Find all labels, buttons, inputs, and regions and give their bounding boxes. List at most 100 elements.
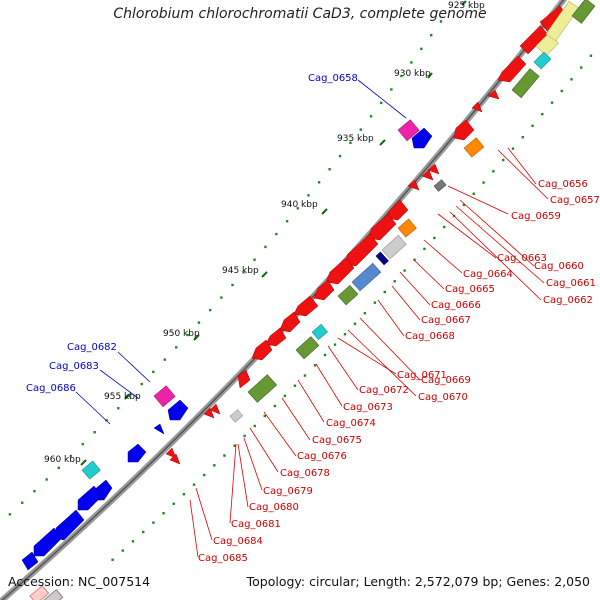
gc-dot	[328, 168, 331, 171]
gc-dot	[303, 374, 307, 377]
gc-dot	[197, 321, 201, 324]
gene-label[interactable]: Cag_0658	[308, 73, 358, 84]
gc-dot	[172, 502, 175, 505]
gene-label[interactable]: Cag_0659	[511, 211, 561, 222]
gene-label[interactable]: Cag_0666	[431, 300, 481, 311]
genome-summary-text: Topology: circular; Length: 2,572,079 bp…	[246, 574, 590, 589]
gc-dot	[293, 384, 297, 387]
gene-label[interactable]: Cag_0663	[497, 253, 547, 264]
gc-dot	[363, 312, 367, 315]
gene-label[interactable]: Cag_0662	[543, 295, 593, 306]
gc-dot	[433, 236, 436, 240]
gc-dot	[313, 364, 317, 367]
reverse-strand-genes	[165, 5, 567, 465]
gc-dot	[580, 66, 583, 69]
gc-dot	[253, 258, 256, 261]
gc-dot	[410, 61, 413, 64]
other-features	[81, 0, 596, 480]
gc-dot	[323, 353, 327, 357]
kbp-tick-label: 935 kbp	[337, 134, 374, 144]
gc-dot	[121, 549, 124, 552]
gc-dot	[393, 280, 396, 283]
kbp-tick-label: 940 kbp	[281, 200, 318, 210]
gene-label[interactable]: Cag_0667	[421, 315, 471, 326]
gene-label[interactable]: Cag_0656	[538, 179, 588, 190]
gene-label[interactable]: Cag_0680	[249, 502, 299, 513]
gc-dot	[482, 181, 485, 184]
gc-dot	[203, 473, 206, 477]
gc-dot	[390, 88, 393, 91]
gc-dot	[413, 258, 416, 261]
gene-label[interactable]: Cag_0678	[280, 468, 330, 479]
feature-block	[229, 409, 244, 423]
gene-label[interactable]: Cag_0673	[343, 402, 393, 413]
gene-arrow	[427, 163, 440, 175]
gene-arrow	[343, 233, 379, 267]
gc-dot	[140, 382, 143, 386]
gene-label[interactable]: Cag_0668	[405, 331, 455, 342]
gene-label[interactable]: Cag_0684	[213, 536, 263, 547]
feature-block	[397, 218, 417, 238]
gc-dot	[33, 489, 36, 493]
gene-label[interactable]: Cag_0675	[312, 435, 362, 446]
gene-arrow	[411, 127, 433, 149]
gc-dot	[307, 194, 310, 197]
gene-label[interactable]: Cag_0674	[326, 418, 376, 429]
gc-dot	[492, 170, 495, 173]
feature-block	[351, 262, 382, 292]
feature-block	[43, 589, 64, 600]
gc-dot	[439, 20, 443, 23]
gc-dot	[541, 113, 544, 116]
gene-arrow	[453, 119, 475, 141]
gene-label[interactable]: Cag_0686	[26, 383, 76, 394]
gc-dot	[175, 346, 178, 349]
kbp-tick-label: 945 kbp	[222, 266, 259, 276]
gene-label[interactable]: Cag_0682	[67, 342, 117, 353]
gc-dot	[242, 271, 245, 274]
gc-dot	[343, 333, 347, 336]
gc-dot	[186, 333, 189, 337]
kbp-tick-label: 930 kbp	[394, 69, 431, 79]
gc-dot	[380, 101, 383, 105]
gc-dot	[285, 220, 289, 223]
gene-label[interactable]: Cag_0672	[359, 385, 409, 396]
gc-dot	[420, 47, 423, 51]
gene-label[interactable]: Cag_0681	[231, 519, 281, 530]
gc-dot	[162, 512, 165, 515]
gene-arrow	[165, 447, 177, 459]
gene-arrow	[251, 339, 273, 361]
gene-label[interactable]: Cag_0683	[49, 361, 99, 372]
gene-label[interactable]: Cag_0670	[418, 392, 468, 403]
gc-dot	[338, 154, 342, 158]
gc-dot	[443, 225, 446, 229]
gc-dot	[21, 501, 24, 504]
gene-arrow	[421, 169, 434, 181]
gene-label[interactable]: Cag_0679	[263, 486, 313, 497]
feature-block	[311, 323, 328, 341]
gene-label[interactable]: Cag_0669	[421, 375, 471, 386]
gc-dot	[69, 454, 72, 458]
gene-label[interactable]: Cag_0660	[534, 261, 584, 272]
gc-dot	[403, 269, 406, 272]
gene-arrow	[209, 403, 221, 415]
gene-label[interactable]: Cag_0685	[198, 553, 248, 564]
gene-arrow	[497, 55, 527, 83]
gc-dot	[243, 434, 246, 438]
gc-dot	[560, 89, 563, 93]
kbp-tick-label: 955 kbp	[104, 392, 141, 402]
gc-dot	[152, 521, 155, 524]
gene-arrow	[77, 485, 103, 511]
gene-label[interactable]: Cag_0661	[546, 278, 596, 289]
gene-label[interactable]: Cag_0665	[445, 284, 495, 295]
gc-dot	[142, 530, 145, 534]
left-leader-lines	[75, 79, 407, 425]
feature-block	[397, 119, 420, 142]
feature-block	[545, 0, 580, 42]
gene-label[interactable]: Cag_0657	[550, 195, 600, 206]
gc-dot	[511, 147, 515, 150]
gc-dot	[359, 128, 362, 131]
gene-label[interactable]: Cag_0664	[463, 269, 513, 280]
gene-label[interactable]: Cag_0676	[297, 451, 347, 462]
gene-label[interactable]: Cag_0671	[397, 370, 447, 381]
